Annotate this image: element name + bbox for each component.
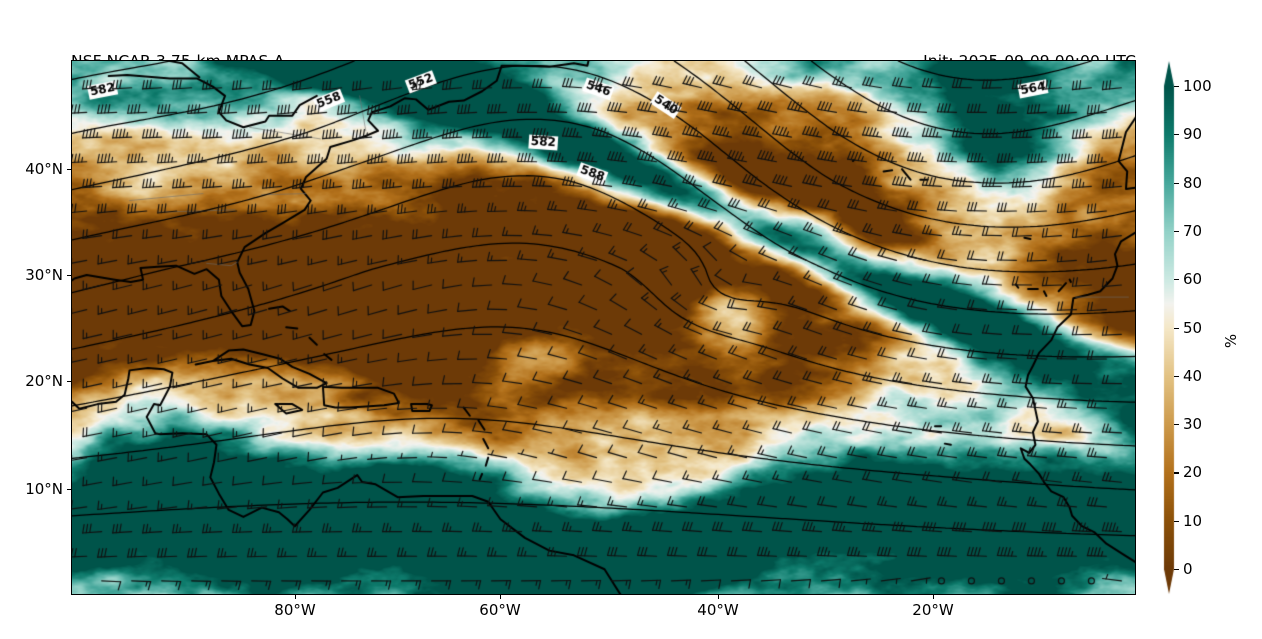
colorbar-tick-mark	[1174, 472, 1179, 474]
y-tick-label-3: 10°N	[25, 480, 63, 498]
x-tick-label-0: 80°W	[274, 601, 316, 619]
y-tick-mark	[67, 275, 71, 276]
colorbar-tick-label-3: 30	[1183, 415, 1203, 434]
colorbar[interactable]: 0 10 20 30 40 50 60 70 80 90 100 %	[1160, 60, 1260, 595]
y-tick-mark	[67, 381, 71, 382]
colorbar-gradient	[1160, 60, 1220, 595]
colorbar-unit-label: %	[1222, 333, 1241, 349]
colorbar-tick-label-4: 40	[1183, 366, 1203, 385]
x-tick-mark	[500, 595, 501, 599]
y-tick-mark	[67, 169, 71, 170]
x-tick-label-2: 40°W	[697, 601, 739, 619]
colorbar-tick-label-0: 0	[1183, 560, 1193, 578]
y-tick-mark	[67, 489, 71, 490]
colorbar-tick-mark	[1174, 424, 1179, 426]
humidity-height-wind-map	[72, 61, 1135, 594]
colorbar-tick-mark	[1174, 230, 1179, 233]
colorbar-tick-mark	[1174, 279, 1179, 281]
colorbar-tick-label-7: 70	[1183, 221, 1203, 240]
colorbar-tick-label-9: 90	[1183, 125, 1203, 144]
y-tick-label-2: 20°N	[25, 372, 63, 390]
x-tick-label-3: 20°W	[912, 601, 954, 619]
colorbar-tick-mark	[1174, 182, 1179, 184]
colorbar-tick-label-10: 100	[1183, 77, 1212, 95]
x-tick-label-1: 60°W	[479, 601, 521, 619]
y-tick-label-1: 30°N	[25, 266, 63, 284]
y-tick-label-0: 40°N	[25, 160, 63, 178]
colorbar-tick-label-8: 80	[1183, 173, 1203, 192]
colorbar-tick-label-6: 60	[1183, 270, 1203, 289]
colorbar-tick-mark	[1174, 134, 1179, 136]
colorbar-tick-mark	[1174, 375, 1179, 377]
colorbar-tick-mark	[1174, 520, 1179, 522]
colorbar-tick-mark	[1174, 327, 1179, 329]
colorbar-tick-label-1: 10	[1183, 511, 1203, 530]
map-plot-area[interactable]	[71, 60, 1136, 595]
colorbar-tick-label-2: 20	[1183, 463, 1203, 482]
x-tick-mark	[718, 595, 719, 599]
colorbar-tick-label-5: 50	[1183, 318, 1203, 337]
x-tick-mark	[933, 595, 934, 599]
x-tick-mark	[295, 595, 296, 599]
colorbar-tick-mark	[1174, 86, 1179, 88]
colorbar-tick-mark	[1174, 569, 1179, 571]
